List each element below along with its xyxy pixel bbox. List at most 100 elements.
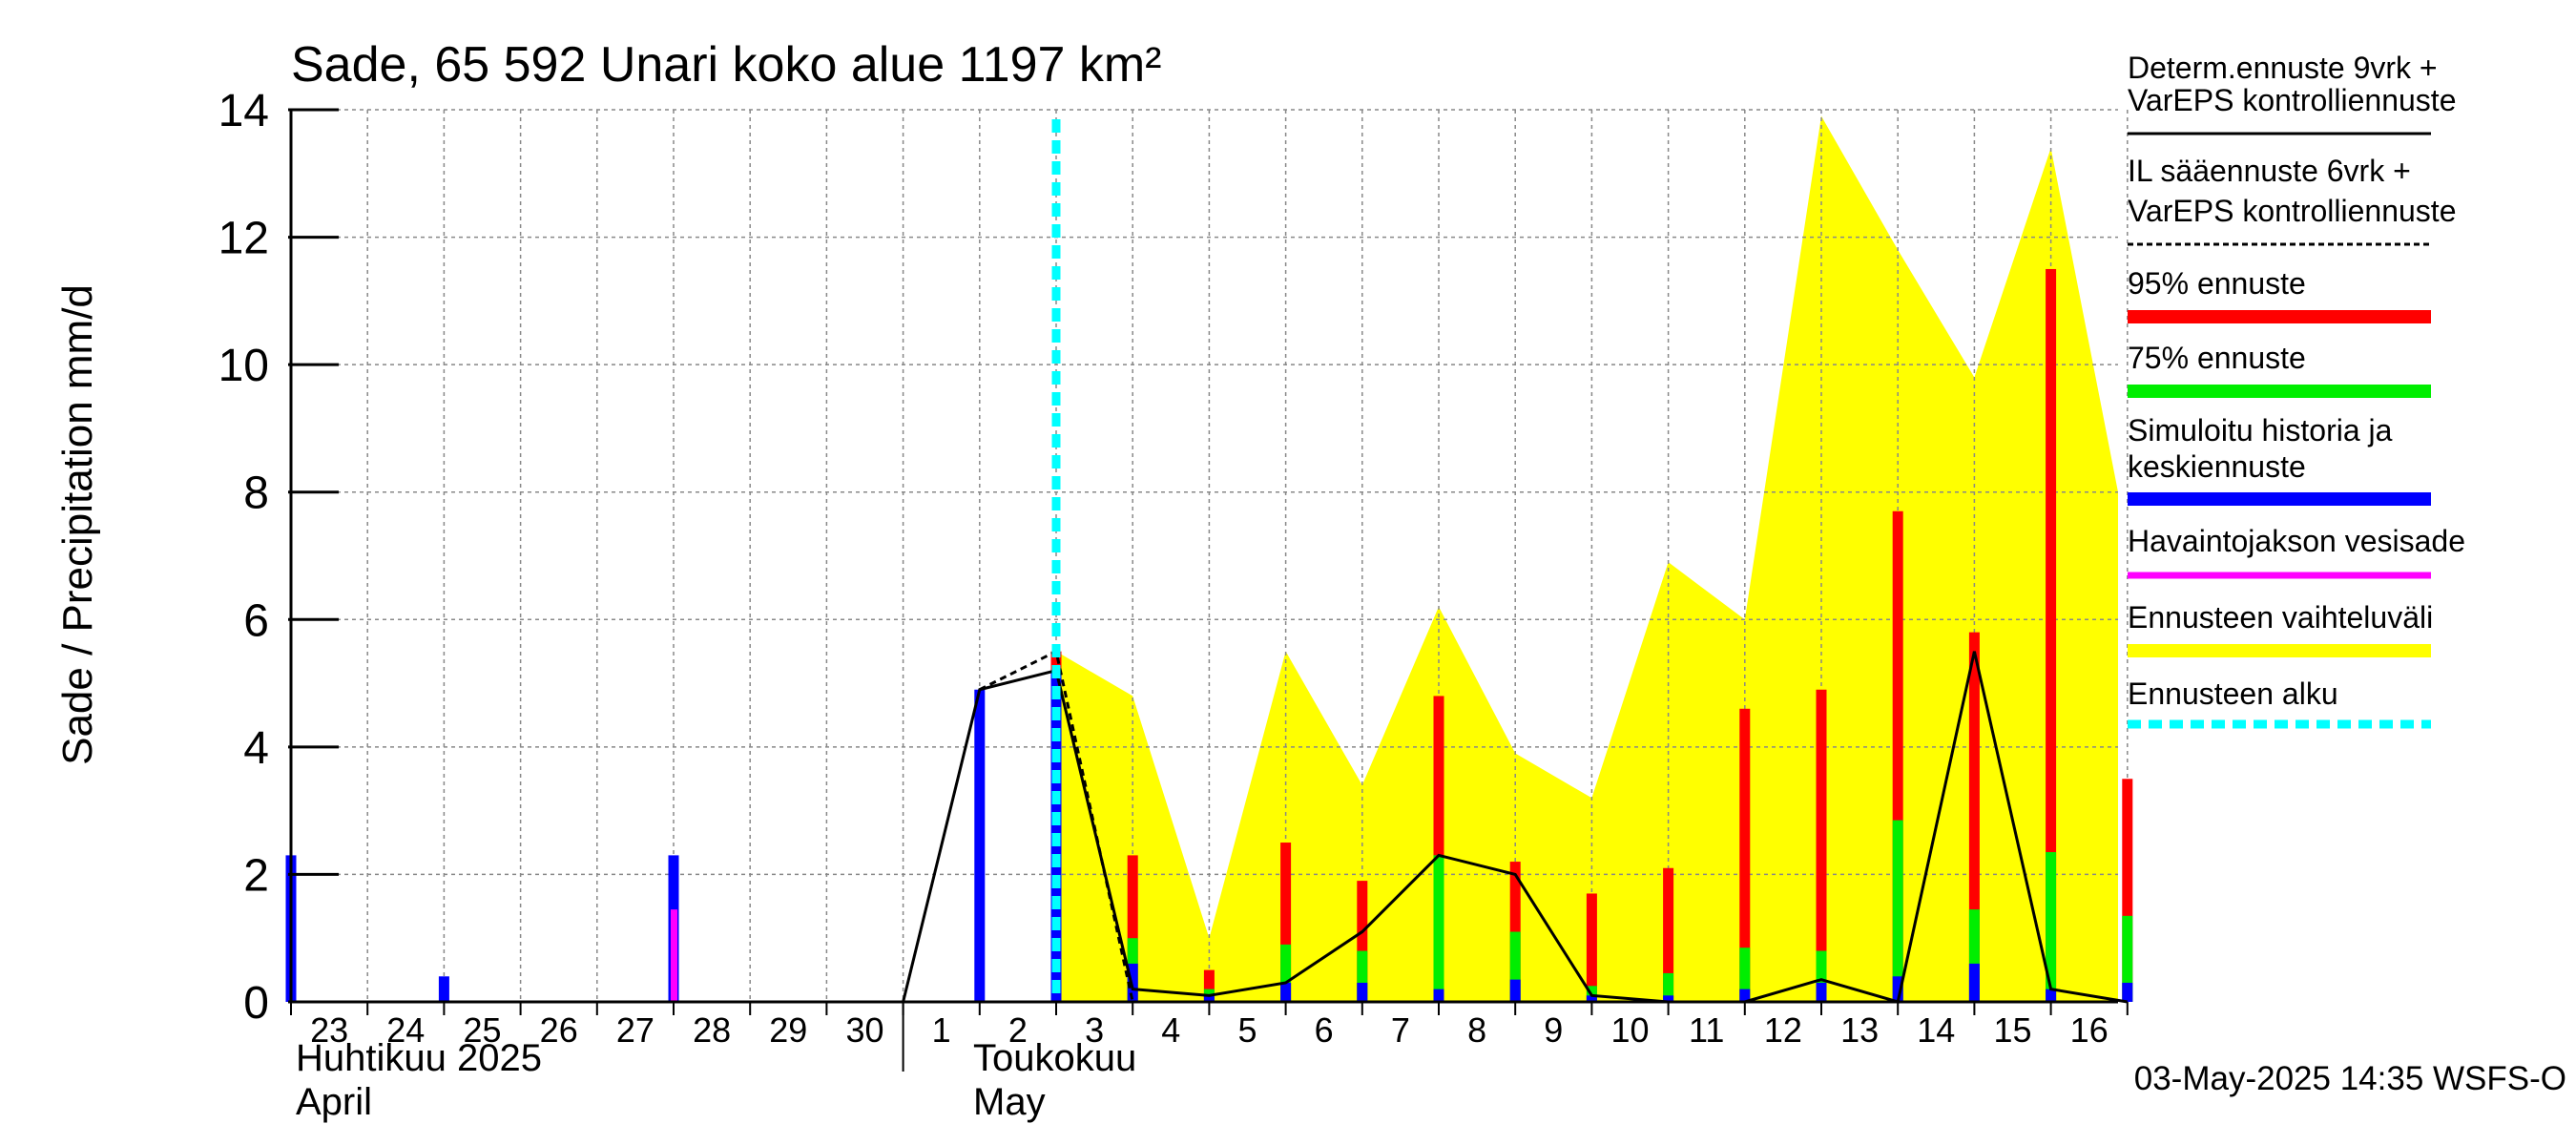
p95-bar <box>1586 893 1597 1002</box>
y-tick-label: 12 <box>218 214 269 264</box>
x-tick-label: 5 <box>1237 1010 1257 1050</box>
x-tick-label: 23 <box>310 1010 348 1050</box>
mean-bar <box>1357 982 1368 1002</box>
x-tick-label: 26 <box>540 1010 578 1050</box>
x-tick-label: 3 <box>1085 1010 1104 1050</box>
p75-bar <box>2122 915 2133 1002</box>
p75-bar <box>1816 950 1827 1002</box>
legend-label: Determ.ennuste 9vrk + <box>2128 51 2438 85</box>
legend-label: VarEPS kontrolliennuste <box>2128 83 2456 117</box>
x-tick-label: 30 <box>845 1010 883 1050</box>
p95-bar <box>1357 881 1368 1002</box>
legend-label: Ennusteen vaihteluväli <box>2128 600 2433 635</box>
forecast-range-area <box>1056 115 2118 1002</box>
p75-bar <box>1663 972 1674 1002</box>
legend-label: Simuloitu historia ja <box>2128 413 2393 448</box>
x-tick-label: 28 <box>693 1010 731 1050</box>
mean-bar <box>1816 982 1827 1002</box>
p95-bar <box>1892 510 1903 1002</box>
x-tick-label: 12 <box>1764 1010 1802 1050</box>
month-label-fi: Huhtikuu 2025 <box>296 1037 542 1079</box>
observed-bar <box>671 909 677 1002</box>
deterministic-forecast-line <box>902 651 2129 1004</box>
p75-bar <box>1968 909 1980 1002</box>
mean-bar <box>1203 995 1215 1002</box>
history-bar <box>438 976 449 1002</box>
p95-bar <box>2046 268 2057 1002</box>
mean-bar <box>1509 979 1521 1002</box>
y-tick-label: 6 <box>243 595 269 646</box>
legend-label: 75% ennuste <box>2128 341 2306 375</box>
x-tick-label: 24 <box>386 1010 425 1050</box>
x-tick-label: 29 <box>769 1010 807 1050</box>
p95-bar <box>1203 969 1215 1002</box>
month-label-en: May <box>973 1081 1046 1123</box>
p75-bar <box>1739 947 1751 1002</box>
mean-bar <box>1280 982 1292 1002</box>
p75-bar <box>1892 820 1903 1002</box>
month-label-en: April <box>296 1081 372 1123</box>
mean-bar <box>1892 976 1903 1002</box>
chart-title: Sade, 65 592 Unari koko alue 1197 km² <box>291 37 1162 93</box>
x-tick-label: 27 <box>616 1010 654 1050</box>
x-tick-label: 25 <box>463 1010 501 1050</box>
p75-bar <box>1433 855 1444 1002</box>
x-tick-label: 13 <box>1840 1010 1879 1050</box>
y-tick-label: 8 <box>243 468 269 519</box>
p75-bar <box>1509 931 1521 1002</box>
p95-bar <box>1663 867 1674 1002</box>
x-tick-label: 10 <box>1610 1010 1649 1050</box>
mean-bar <box>1968 963 1980 1002</box>
x-tick-label: 14 <box>1917 1010 1955 1050</box>
p75-bar <box>2046 852 2057 1002</box>
legend-label: IL sääennuste 6vrk + <box>2128 154 2411 188</box>
legend: Determ.ennuste 9vrk +VarEPS kontrollienn… <box>2128 51 2465 729</box>
mean-bar <box>1739 989 1751 1002</box>
history-bar <box>974 689 986 1002</box>
x-tick-label: 15 <box>1993 1010 2031 1050</box>
x-tick-label: 16 <box>2070 1010 2109 1050</box>
p95-bar <box>1433 696 1444 1002</box>
x-tick-label: 2 <box>1008 1010 1028 1050</box>
legend-label: keskiennuste <box>2128 449 2306 484</box>
x-tick-label: 8 <box>1467 1010 1486 1050</box>
legend-label: Ennusteen alku <box>2128 677 2338 711</box>
p75-bar <box>1280 944 1292 1002</box>
legend-label: 95% ennuste <box>2128 266 2306 301</box>
mean-bar <box>2122 982 2133 1002</box>
x-tick-label: 6 <box>1315 1010 1334 1050</box>
p95-bar <box>1127 855 1138 1002</box>
legend-label: VarEPS kontrolliennuste <box>2128 194 2456 228</box>
mean-bar <box>1433 989 1444 1002</box>
axes <box>288 108 2129 1072</box>
p95-bar <box>1280 843 1292 1002</box>
mean-bar <box>1127 963 1138 1002</box>
y-axis-label: Sade / Precipitation mm/d <box>54 284 101 765</box>
forecast-range-band <box>1056 115 2118 1002</box>
p95-bar <box>1816 689 1827 1002</box>
mean-bar <box>2046 989 2057 1002</box>
y-tick-label: 14 <box>218 86 269 136</box>
legend-label: Havaintojakson vesisade <box>2128 524 2465 558</box>
y-tick-label: 10 <box>218 341 269 391</box>
p95-bar <box>2122 779 2133 1002</box>
mean-bar <box>1663 995 1674 1002</box>
y-tick-labels: 0 2 4 6 8 10 12 14 <box>218 86 269 1029</box>
x-tick-label: 9 <box>1544 1010 1563 1050</box>
p75-bar <box>1357 950 1368 1002</box>
mean-bar <box>1586 995 1597 1002</box>
x-tick-label: 11 <box>1689 1010 1724 1050</box>
x-tick-label: 4 <box>1161 1010 1180 1050</box>
x-tick-label: 1 <box>932 1010 951 1050</box>
month-label-fi: Toukokuu <box>973 1037 1136 1079</box>
footer-timestamp: 03-May-2025 14:35 WSFS-O <box>2134 1060 2566 1097</box>
y-tick-label: 4 <box>243 723 269 774</box>
x-tick-labels: 23 24 25 26 27 28 29 30 1 2 3 4 5 6 7 8 9 10 11 12 13 14 15 16 <box>310 1010 2109 1050</box>
y-tick-label: 0 <box>243 978 269 1029</box>
p95-bar <box>1739 708 1751 1002</box>
p95-bar <box>1968 632 1980 1002</box>
x-tick-label: 7 <box>1391 1010 1410 1050</box>
y-tick-label: 2 <box>243 850 269 901</box>
